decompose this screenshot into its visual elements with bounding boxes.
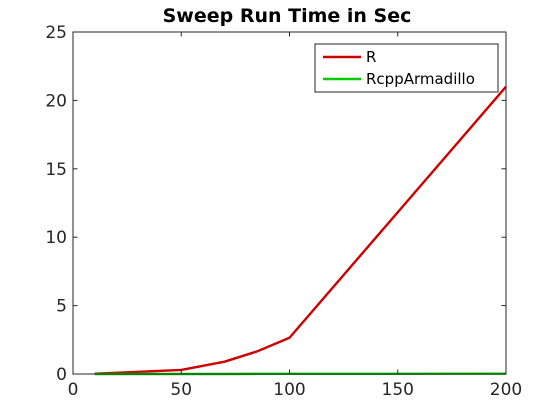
x-tick-label: 200 (490, 380, 522, 400)
legend-label-0: R (366, 48, 376, 66)
legend-label-1: RcppArmadillo (366, 70, 475, 88)
y-tick-label: 5 (56, 297, 67, 317)
x-tick-label: 150 (382, 380, 414, 400)
y-tick-label: 20 (45, 91, 67, 111)
series-line-0 (94, 85, 507, 375)
y-tick-label: 15 (45, 160, 67, 180)
legend: R RcppArmadillo (314, 43, 499, 93)
y-tick-label: 10 (45, 228, 67, 248)
legend-box (314, 43, 499, 93)
chart-title: Sweep Run Time in Sec (163, 5, 412, 27)
x-tick-label: 0 (68, 380, 79, 400)
x-tick-label: 100 (273, 380, 305, 400)
y-tick-label: 0 (56, 365, 67, 385)
axes-layer: 0 50 100 150 200 0 5 10 15 20 25 (45, 23, 522, 400)
y-tick-label: 25 (45, 23, 67, 43)
x-tick-label: 50 (170, 380, 192, 400)
